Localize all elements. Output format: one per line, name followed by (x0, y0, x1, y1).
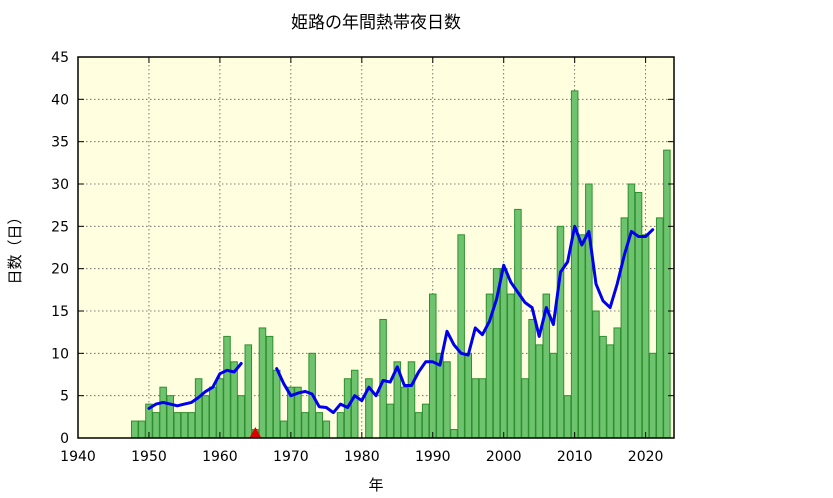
bar (471, 378, 480, 439)
y-tick-label: 5 (60, 389, 69, 405)
bar (166, 395, 175, 439)
x-axis-label: 年 (368, 476, 383, 494)
bar (443, 361, 451, 439)
bar (152, 412, 160, 439)
bar (428, 293, 437, 439)
y-tick-label: 45 (51, 50, 69, 66)
x-axis-ticks: 1940 1950 1960 1970 1980 1990 2000 2010 2020 (60, 57, 663, 465)
bar (279, 420, 288, 439)
x-tick-label: 2000 (486, 449, 522, 465)
y-tick-label: 35 (51, 135, 69, 151)
bar (549, 352, 558, 439)
bar (648, 352, 657, 439)
bar (627, 183, 636, 439)
bar (138, 420, 146, 439)
y-tick-label: 0 (60, 431, 69, 447)
bar (421, 403, 430, 439)
x-tick-label: 2010 (557, 449, 593, 465)
bar (521, 378, 529, 439)
bar (450, 429, 458, 439)
bar (130, 420, 139, 439)
bar (585, 183, 593, 439)
y-axis-label: 日数（日） (6, 209, 24, 284)
bar (663, 149, 671, 439)
bar (201, 395, 210, 439)
bar (528, 318, 536, 439)
bar (301, 412, 309, 439)
bar (563, 395, 572, 439)
y-tick-label: 40 (51, 92, 69, 108)
moving-average-segment (275, 224, 655, 415)
bar (556, 225, 565, 439)
bar (258, 327, 267, 439)
chart-title: 姫路の年間熱帯夜日数 (291, 13, 461, 33)
bar (315, 412, 324, 439)
bar (216, 378, 224, 439)
bar (223, 335, 231, 439)
bar (599, 335, 607, 439)
marker-triangle (249, 427, 262, 438)
y-tick-label: 25 (51, 219, 69, 235)
moving-average-line (147, 224, 655, 415)
x-tick-label: 1960 (202, 449, 238, 465)
y-tick-label: 20 (51, 262, 69, 278)
bar (400, 386, 409, 439)
bar (237, 395, 245, 439)
bar (407, 361, 416, 439)
bar (613, 327, 622, 439)
bar (272, 369, 281, 439)
bar (464, 352, 473, 439)
markers (249, 427, 262, 438)
bar (577, 234, 586, 439)
bar (535, 344, 543, 439)
bar (507, 293, 515, 439)
x-tick-label: 1980 (344, 449, 380, 465)
bar (173, 412, 182, 439)
moving-average-segment (147, 362, 243, 410)
bar (457, 234, 465, 439)
bar (244, 344, 253, 439)
bar (641, 234, 650, 439)
plot-frame (77, 56, 675, 439)
bar (336, 412, 345, 439)
bar (634, 191, 643, 439)
y-tick-label: 30 (51, 177, 69, 193)
bar (379, 318, 387, 439)
bar (656, 217, 664, 439)
x-tick-label: 1970 (273, 449, 309, 465)
x-tick-label: 1950 (131, 449, 167, 465)
bar (350, 369, 359, 439)
bar (592, 310, 600, 439)
y-axis-ticks: 0 5 10 15 20 25 30 35 40 45 (51, 50, 674, 447)
y-tick-label: 10 (51, 346, 69, 362)
bar (209, 386, 217, 439)
bar (187, 412, 196, 439)
bar (180, 412, 189, 439)
bar (414, 412, 423, 439)
bar (478, 378, 487, 439)
x-tick-label: 1990 (415, 449, 451, 465)
bar (386, 403, 394, 439)
bar (159, 386, 167, 439)
bar (322, 420, 331, 439)
bar (606, 344, 614, 439)
bar (265, 335, 274, 439)
bar (499, 268, 508, 439)
x-tick-label: 2020 (628, 449, 664, 465)
bar (514, 208, 522, 439)
bar (570, 90, 579, 439)
bar (194, 378, 203, 439)
y-tick-label: 15 (51, 304, 69, 320)
x-tick-label: 1940 (60, 449, 96, 465)
